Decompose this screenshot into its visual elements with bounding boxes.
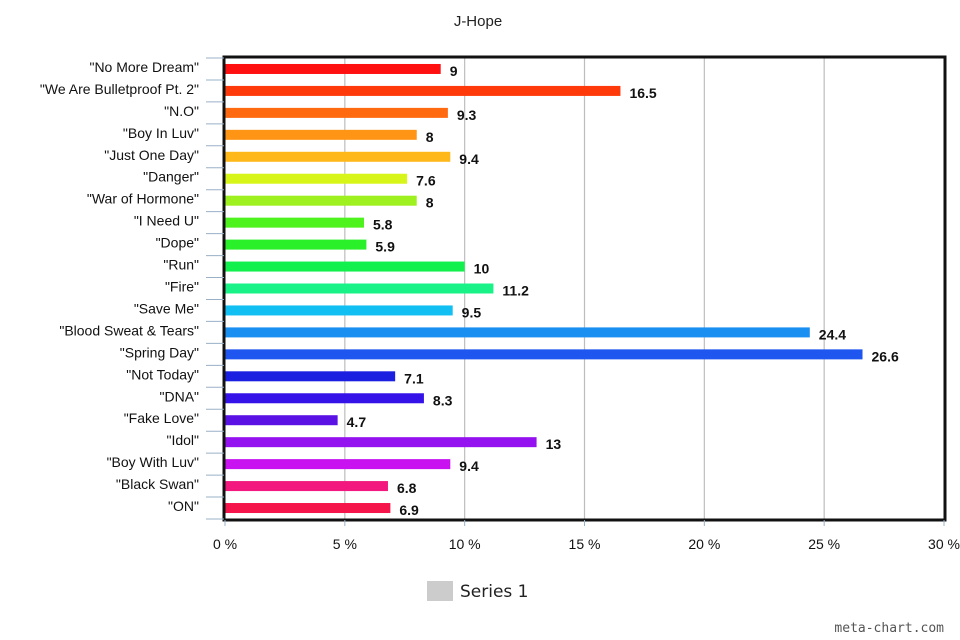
data-label: 8: [426, 129, 434, 145]
category-label: "Idol": [166, 432, 199, 448]
x-tick-label: 10 %: [449, 536, 481, 552]
data-label: 8: [426, 195, 434, 211]
bar[interactable]: [225, 151, 451, 162]
data-label: 9.5: [462, 304, 482, 320]
data-label: 24.4: [819, 326, 846, 342]
data-label: 9.4: [459, 151, 479, 167]
data-label: 6.9: [399, 502, 419, 518]
bar[interactable]: [225, 107, 448, 118]
category-label: "Danger": [143, 169, 199, 185]
x-tick-label: 25 %: [808, 536, 840, 552]
data-label: 4.7: [347, 414, 367, 430]
bar[interactable]: [225, 129, 417, 140]
data-label: 16.5: [629, 85, 656, 101]
bar[interactable]: [225, 371, 396, 382]
category-label: "No More Dream": [89, 59, 199, 75]
category-label: "We Are Bulletproof Pt. 2": [40, 81, 199, 97]
bar[interactable]: [225, 217, 365, 228]
data-label: 8.3: [433, 392, 453, 408]
category-label: "ON": [168, 498, 199, 514]
bar[interactable]: [225, 195, 417, 206]
legend-label: Series 1: [460, 582, 529, 602]
category-label: "War of Hormone": [87, 191, 199, 207]
category-labels: "No More Dream" "We Are Bulletproof Pt. 2…: [40, 57, 224, 520]
category-label: "Fake Love": [124, 410, 199, 426]
category-label: "Spring Day": [120, 344, 199, 360]
data-label: 9: [450, 63, 458, 79]
legend[interactable]: Series 1: [427, 581, 529, 602]
legend-swatch: [427, 581, 453, 601]
bar[interactable]: [225, 459, 451, 470]
category-label: "I Need U": [134, 213, 199, 229]
x-tick-label: 15 %: [569, 536, 601, 552]
data-label: 6.8: [397, 480, 417, 496]
bars: 9 16.5 9.3 8 9.4 7.6 8 5.8 5.9 10 11.2 9.5 24.4 26.6 7…: [225, 63, 899, 518]
x-axis: 0 % 5 % 10 % 15 % 20 % 25 % 30 %: [213, 520, 960, 552]
data-label: 5.9: [375, 239, 395, 255]
data-label: 11.2: [502, 283, 529, 299]
bar[interactable]: [225, 415, 338, 426]
data-label: 26.6: [872, 348, 899, 364]
category-label: "Blood Sweat & Tears": [59, 322, 199, 338]
data-label: 9.4: [459, 458, 479, 474]
bar[interactable]: [225, 349, 863, 360]
credit-text[interactable]: meta-chart.com: [834, 621, 944, 636]
category-label: "Save Me": [134, 300, 199, 316]
bar[interactable]: [225, 239, 367, 250]
category-label: "Boy With Luv": [107, 454, 199, 470]
bar[interactable]: [225, 327, 810, 338]
bar[interactable]: [225, 85, 621, 96]
bar[interactable]: [225, 437, 537, 448]
bar[interactable]: [225, 481, 388, 492]
bar[interactable]: [225, 503, 391, 514]
category-label: "Fire": [165, 279, 199, 295]
bar[interactable]: [225, 261, 465, 272]
category-label: "Dope": [156, 235, 199, 251]
data-label: 5.8: [373, 217, 393, 233]
category-label: "N.O": [164, 103, 199, 119]
category-label: "Not Today": [126, 366, 199, 382]
x-tick-label: 0 %: [213, 536, 237, 552]
data-label: 10: [474, 261, 490, 277]
category-label: "Black Swan": [116, 476, 199, 492]
x-tick-label: 30 %: [928, 536, 960, 552]
bar[interactable]: [225, 305, 453, 316]
x-tick-label: 5 %: [333, 536, 357, 552]
bar[interactable]: [225, 393, 424, 404]
data-label: 9.3: [457, 107, 477, 123]
category-label: "Just One Day": [104, 147, 199, 163]
category-label: "Run": [163, 257, 199, 273]
data-label: 7.6: [416, 173, 436, 189]
category-label: "Boy In Luv": [123, 125, 199, 141]
data-label: 13: [546, 436, 562, 452]
bar[interactable]: [225, 283, 494, 294]
bar[interactable]: [225, 173, 408, 184]
category-label: "DNA": [160, 388, 200, 404]
data-label: 7.1: [404, 370, 424, 386]
bar[interactable]: [225, 63, 441, 74]
chart-title: J-Hope: [454, 13, 502, 30]
x-tick-label: 20 %: [688, 536, 720, 552]
